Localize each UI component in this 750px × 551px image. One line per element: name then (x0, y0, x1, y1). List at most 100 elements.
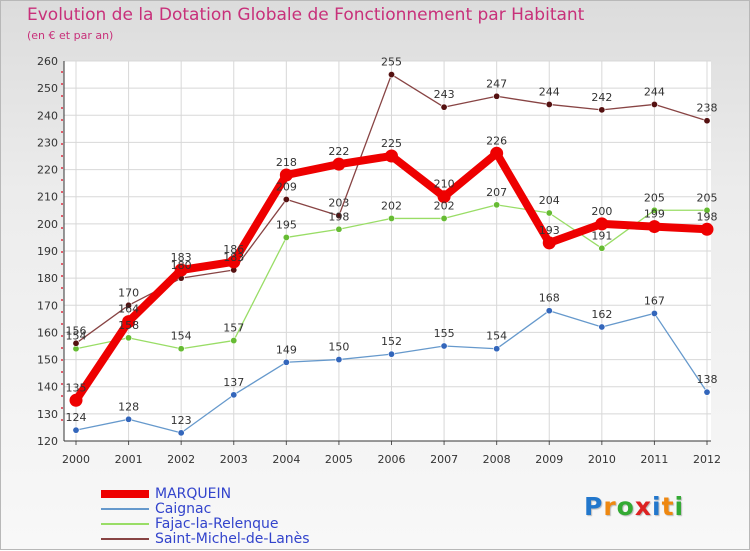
y-tick-label: 170 (37, 299, 58, 312)
data-label: 247 (486, 77, 507, 90)
data-point (72, 339, 80, 347)
data-label: 170 (118, 286, 139, 299)
data-label: 193 (539, 224, 560, 237)
legend-label: Caignac (155, 501, 212, 517)
data-point (122, 315, 136, 329)
data-point (125, 415, 133, 423)
data-label: 200 (591, 205, 612, 218)
legend-swatch (101, 538, 149, 540)
data-label: 137 (223, 376, 244, 389)
x-tick-label: 2011 (640, 453, 668, 466)
x-tick-label: 2000 (62, 453, 90, 466)
data-label: 205 (697, 191, 718, 204)
y-tick-label: 200 (37, 218, 58, 231)
data-point (493, 201, 501, 209)
data-point (545, 307, 553, 315)
logo-letter: x (634, 492, 652, 521)
y-tick-label: 210 (37, 191, 58, 204)
x-tick-label: 2010 (588, 453, 616, 466)
data-label: 152 (381, 335, 402, 348)
data-label: 202 (434, 199, 455, 212)
x-tick-label: 2009 (535, 453, 563, 466)
data-point (650, 309, 658, 317)
data-point (545, 209, 553, 217)
data-label: 207 (486, 186, 507, 199)
data-label: 204 (539, 194, 560, 207)
legend-label: Fajac-la-Relenque (155, 516, 279, 532)
data-label: 238 (697, 102, 718, 115)
legend-label: MARQUEIN (155, 486, 232, 502)
data-point (598, 106, 606, 114)
data-point (647, 220, 661, 234)
logo-letter: P (584, 492, 604, 521)
y-tick-label: 120 (37, 435, 58, 448)
data-point (703, 117, 711, 125)
logo-letter: o (616, 492, 635, 521)
data-point (282, 195, 290, 203)
data-point (282, 358, 290, 366)
data-point (385, 149, 398, 163)
data-label: 154 (66, 330, 87, 343)
data-label: 191 (591, 229, 612, 242)
logo-letter: i (652, 492, 662, 521)
data-label: 128 (118, 400, 139, 413)
x-tick-label: 2005 (325, 453, 353, 466)
data-label: 255 (381, 56, 402, 69)
data-point (703, 388, 711, 396)
y-tick-label: 230 (37, 136, 58, 149)
legend-swatch (101, 490, 149, 498)
data-point (335, 212, 343, 220)
x-tick-label: 2006 (378, 453, 406, 466)
logo-letter: t (661, 492, 675, 521)
x-tick-label: 2008 (483, 453, 511, 466)
chart-title: Evolution de la Dotation Globale de Fonc… (27, 5, 585, 25)
data-point (598, 244, 606, 252)
y-tick-label: 190 (37, 245, 58, 258)
data-point (700, 222, 714, 236)
data-label: 243 (434, 88, 455, 101)
data-point (69, 393, 83, 407)
data-label: 154 (171, 330, 192, 343)
data-point (332, 157, 346, 171)
data-point (598, 323, 606, 331)
legend-swatch (101, 508, 149, 510)
data-point (227, 255, 241, 269)
data-label: 123 (171, 414, 192, 427)
data-label: 198 (328, 210, 349, 223)
data-point (335, 225, 343, 233)
data-point (125, 301, 133, 309)
data-point (493, 345, 501, 353)
data-label: 154 (486, 330, 507, 343)
data-point (282, 233, 290, 241)
data-point (335, 356, 343, 364)
data-label: 210 (434, 178, 455, 191)
data-label: 156 (66, 324, 87, 337)
data-point (230, 391, 238, 399)
data-label: 225 (381, 137, 402, 150)
data-label: 150 (328, 341, 349, 354)
data-label: 124 (66, 411, 87, 424)
logo-letter: i (674, 492, 685, 521)
data-label: 244 (644, 85, 665, 98)
x-tick-label: 2001 (115, 453, 143, 466)
data-point (72, 426, 80, 434)
y-tick-label: 160 (37, 326, 58, 339)
y-tick-label: 180 (37, 272, 58, 285)
data-point (387, 71, 395, 79)
data-point (650, 100, 658, 108)
y-tick-label: 130 (37, 408, 58, 421)
data-point (230, 337, 238, 345)
data-label: 167 (644, 294, 665, 307)
data-label: 183 (171, 251, 192, 264)
data-point (279, 168, 293, 182)
data-point (545, 100, 553, 108)
data-label: 209 (276, 180, 297, 193)
y-tick-label: 260 (37, 55, 58, 68)
data-label: 186 (223, 243, 244, 256)
data-label: 183 (223, 251, 244, 264)
data-point (650, 206, 658, 214)
data-label: 180 (171, 259, 192, 272)
legend-label: Saint-Michel-de-Lanès (155, 531, 310, 547)
data-label: 205 (644, 191, 665, 204)
